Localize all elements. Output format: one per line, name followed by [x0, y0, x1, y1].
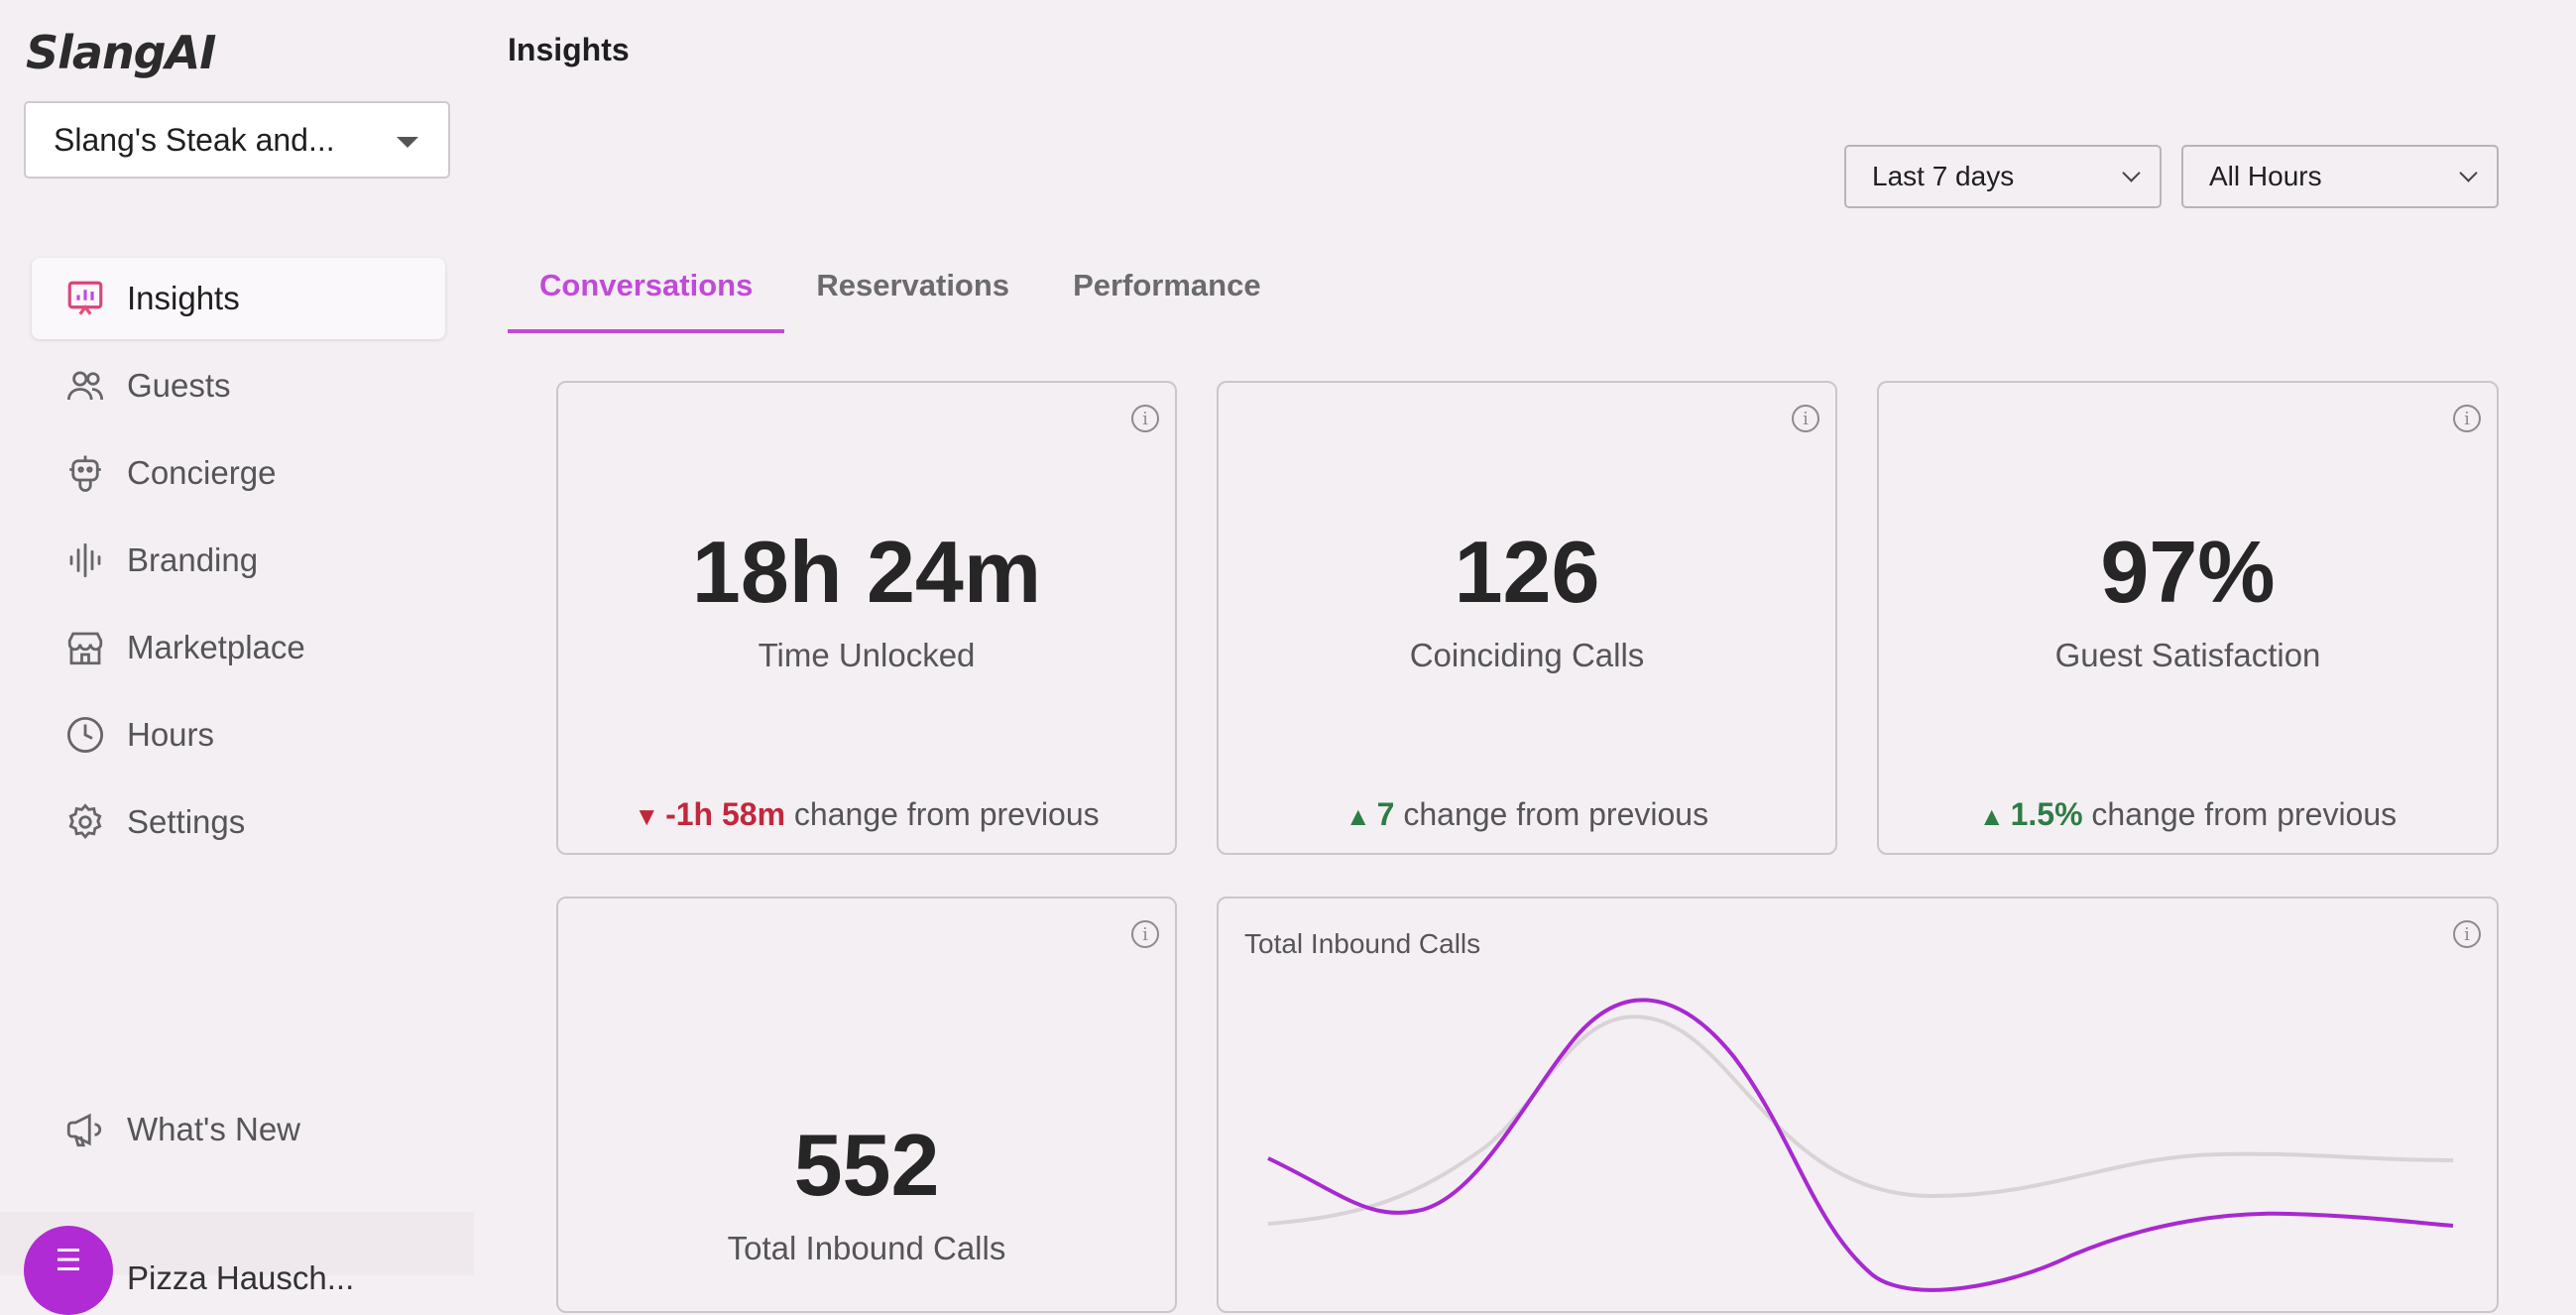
sidebar-item-label: Marketplace: [127, 629, 305, 665]
info-icon[interactable]: i: [1792, 405, 1819, 432]
sidebar-nav: Insights Guests Concierge Branding Marke…: [32, 258, 445, 869]
sidebar-item-hours[interactable]: Hours: [32, 694, 445, 776]
change-text: change from previous: [1403, 796, 1709, 832]
sidebar-item-label: Concierge: [127, 454, 277, 491]
gear-icon: [63, 800, 107, 844]
tab-performance[interactable]: Performance: [1073, 268, 1261, 302]
kpi-value: 552: [793, 1116, 940, 1214]
presentation-chart-icon: [63, 277, 107, 320]
sidebar-item-label: Insights: [127, 280, 240, 316]
user-name: Pizza Hausch...: [127, 1259, 355, 1296]
kpi-change: ▲ 7 change from previous: [1219, 796, 1835, 833]
hours-value: All Hours: [2209, 161, 2322, 191]
chart-title: Total Inbound Calls: [1244, 928, 1481, 959]
sidebar-item-insights[interactable]: Insights: [32, 258, 445, 339]
change-value: 1.5%: [2010, 796, 2083, 832]
pizza-icon: ☰: [55, 1245, 82, 1277]
current-period-line: [1267, 998, 2454, 1292]
chevron-down-icon: [2122, 164, 2141, 182]
date-range-value: Last 7 days: [1872, 161, 2015, 191]
inbound-calls-chart-card: Total Inbound Calls i: [1217, 897, 2499, 1313]
sidebar-item-settings[interactable]: Settings: [32, 781, 445, 863]
sidebar-item-label: Guests: [127, 367, 231, 404]
app-logo: SlangAI: [26, 26, 216, 79]
sidebar-item-branding[interactable]: Branding: [32, 520, 445, 601]
audio-waveform-icon: [63, 538, 107, 582]
users-icon: [63, 364, 107, 408]
change-value: -1h 58m: [665, 796, 786, 832]
kpi-label: Total Inbound Calls: [727, 1230, 1006, 1266]
time-unlocked-card: i 18h 24m Time Unlocked ▼ -1h 58m change …: [556, 381, 1177, 855]
caret-down-icon: [397, 137, 418, 148]
whats-new-link[interactable]: What's New: [32, 1089, 445, 1170]
location-select-value: Slang's Steak and...: [54, 121, 335, 158]
megaphone-icon: [63, 1108, 107, 1151]
kpi-value: 18h 24m: [691, 523, 1042, 621]
coinciding-calls-card: i 126 Coinciding Calls ▲ 7 change from pr…: [1217, 381, 1837, 855]
kpi-value: 97%: [2100, 523, 2276, 621]
inbound-calls-line-chart: [1267, 998, 2454, 1292]
sidebar-item-label: Branding: [127, 541, 259, 578]
kpi-label: Coinciding Calls: [1409, 637, 1645, 673]
change-text: change from previous: [2091, 796, 2398, 832]
kpi-value: 126: [1454, 523, 1600, 621]
location-select[interactable]: Slang's Steak and...: [24, 101, 450, 179]
previous-period-line: [1267, 1015, 2454, 1226]
kpi-change: ▲ 1.5% change from previous: [1879, 796, 2497, 833]
sidebar-item-label: Hours: [127, 716, 215, 753]
kpi-label: Time Unlocked: [758, 637, 976, 673]
info-icon[interactable]: i: [2453, 920, 2481, 948]
chevron-down-icon: [2459, 164, 2478, 182]
tabs: Conversations Reservations Performance: [508, 254, 1293, 333]
triangle-down-icon: ▼: [634, 801, 660, 831]
triangle-up-icon: ▲: [1345, 801, 1371, 831]
tab-reservations[interactable]: Reservations: [816, 268, 1010, 302]
robot-icon: [63, 451, 107, 495]
change-text: change from previous: [793, 796, 1100, 832]
whats-new-label: What's New: [127, 1111, 301, 1147]
sidebar-item-marketplace[interactable]: Marketplace: [32, 607, 445, 688]
triangle-up-icon: ▲: [1978, 801, 2005, 831]
info-icon[interactable]: i: [1131, 920, 1159, 948]
sidebar-item-concierge[interactable]: Concierge: [32, 432, 445, 514]
info-icon[interactable]: i: [1131, 405, 1159, 432]
sidebar-item-label: Settings: [127, 803, 246, 840]
sidebar-item-guests[interactable]: Guests: [32, 345, 445, 426]
date-range-select[interactable]: Last 7 days: [1844, 145, 2162, 208]
hours-select[interactable]: All Hours: [2181, 145, 2499, 208]
kpi-label: Guest Satisfaction: [2054, 637, 2321, 673]
avatar[interactable]: ☰: [24, 1226, 113, 1315]
page-title: Insights: [508, 32, 630, 67]
clock-icon: [63, 713, 107, 757]
tab-conversations[interactable]: Conversations: [508, 254, 785, 333]
info-icon[interactable]: i: [2453, 405, 2481, 432]
storefront-icon: [63, 626, 107, 669]
kpi-change: ▼ -1h 58m change from previous: [558, 796, 1175, 833]
total-inbound-calls-card: i 552 Total Inbound Calls: [556, 897, 1177, 1313]
guest-satisfaction-card: i 97% Guest Satisfaction ▲ 1.5% change fr…: [1877, 381, 2499, 855]
change-value: 7: [1376, 796, 1395, 832]
